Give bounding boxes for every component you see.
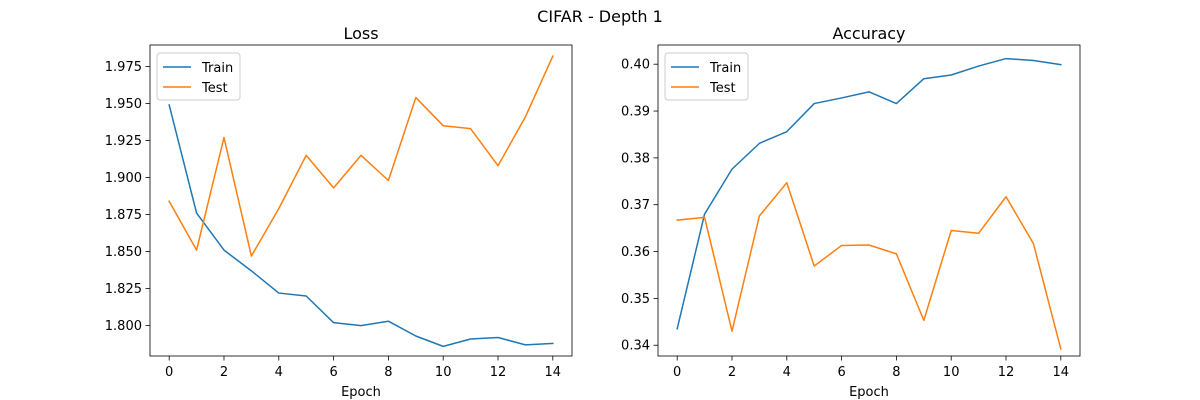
loss-y-tick-label: 1.825 (105, 282, 142, 297)
accuracy-axes-frame (657, 44, 1081, 357)
loss-x-tick-label: 14 (545, 365, 562, 380)
accuracy-y-tick-label: 0.39 (621, 105, 650, 120)
loss-x-tick-label: 8 (384, 365, 392, 380)
accuracy-y-tick-label: 0.36 (621, 245, 650, 260)
figure-suptitle: CIFAR - Depth 1 (537, 7, 663, 26)
accuracy-chart: 0 2 4 6 8 10 12 14 0.34 0.35 0.36 0.37 0.38 0.39 0.40 A… (621, 24, 1081, 400)
loss-x-tick-label: 2 (220, 365, 228, 380)
accuracy-series-train-line (676, 57, 1062, 330)
loss-series-test-line (168, 55, 554, 257)
accuracy-x-tick-label: 6 (837, 365, 845, 380)
loss-chart: 0 2 4 6 8 10 12 14 1.800 1.825 1.850 1.875 1.900 1.92… (105, 24, 573, 400)
accuracy-y-tick-label: 0.35 (621, 292, 650, 307)
accuracy-legend-box (664, 52, 749, 101)
loss-chart-title: Loss (343, 24, 378, 43)
loss-x-tick-label: 12 (490, 365, 507, 380)
loss-x-axis-label: Epoch (341, 385, 381, 400)
accuracy-x-tick-label: 10 (943, 365, 960, 380)
loss-y-tick-label: 1.850 (105, 245, 142, 260)
loss-x-tick-label: 4 (275, 365, 283, 380)
accuracy-x-tick-label: 4 (783, 365, 791, 380)
accuracy-x-axis-label: Epoch (849, 385, 889, 400)
accuracy-legend-label-test: Test (709, 81, 736, 96)
loss-y-tick-label: 1.875 (105, 208, 142, 223)
loss-y-tick-label: 1.900 (105, 171, 142, 186)
loss-x-tick-label: 6 (329, 365, 337, 380)
loss-y-tick-label: 1.950 (105, 97, 142, 112)
accuracy-y-tick-label: 0.37 (621, 198, 650, 213)
loss-y-tick-label: 1.975 (105, 60, 142, 75)
accuracy-y-tick-label: 0.38 (621, 151, 650, 166)
accuracy-y-tick-label: 0.40 (621, 58, 650, 73)
loss-axes-frame (149, 44, 573, 357)
accuracy-y-tick-label: 0.34 (621, 339, 650, 354)
accuracy-x-tick-label: 8 (892, 365, 900, 380)
accuracy-x-tick-label: 14 (1053, 365, 1070, 380)
loss-series-train-line (168, 104, 554, 348)
loss-legend-label-train: Train (201, 61, 233, 76)
loss-y-tick-label: 1.925 (105, 134, 142, 149)
accuracy-x-tick-label: 12 (998, 365, 1015, 380)
accuracy-x-tick-label: 2 (728, 365, 736, 380)
loss-y-tick-label: 1.800 (105, 319, 142, 334)
accuracy-chart-title: Accuracy (832, 24, 905, 43)
loss-x-tick-label: 10 (435, 365, 452, 380)
accuracy-x-tick-label: 0 (673, 365, 681, 380)
accuracy-series-test-line (676, 181, 1062, 350)
loss-x-tick-label: 0 (165, 365, 173, 380)
loss-legend-box (156, 52, 241, 101)
accuracy-legend-label-train: Train (709, 61, 741, 76)
loss-legend-label-test: Test (201, 81, 228, 96)
